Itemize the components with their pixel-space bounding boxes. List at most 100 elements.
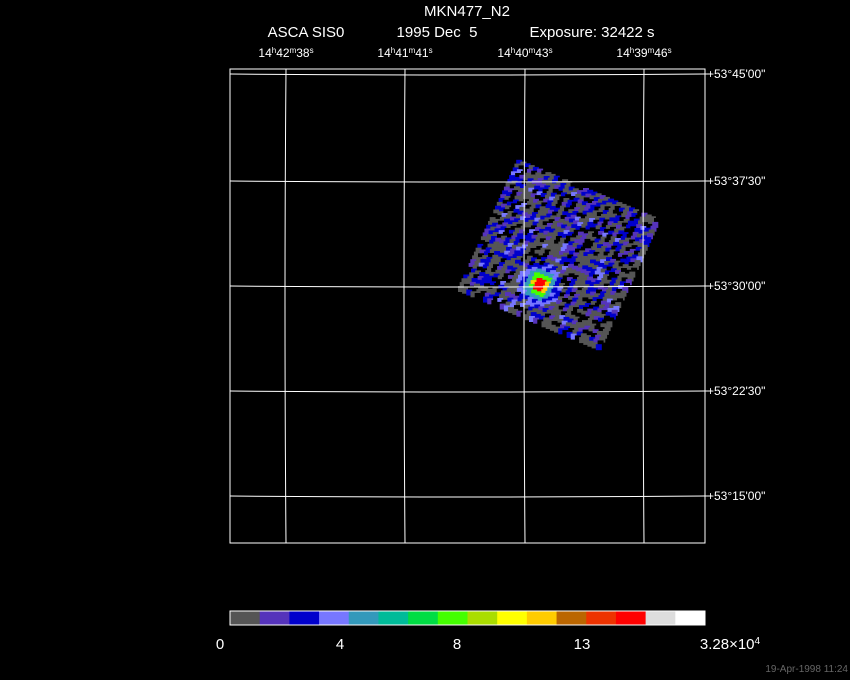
image-pixel: [497, 243, 504, 250]
image-pixel: [619, 249, 626, 256]
image-pixel: [572, 188, 579, 195]
image-pixel: [504, 218, 510, 225]
image-pixel: [580, 301, 587, 308]
image-pixel: [548, 219, 555, 226]
image-pixel: [593, 306, 600, 313]
image-pixel: [577, 199, 584, 206]
image-pixel: [580, 291, 586, 298]
image-pixel: [535, 227, 541, 234]
image-pixel: [606, 202, 613, 209]
image-pixel: [615, 215, 622, 222]
image-pixel: [628, 262, 635, 269]
image-pixel: [566, 213, 573, 219]
image-pixel: [543, 230, 550, 237]
image-pixel: [537, 210, 544, 217]
image-pixel: [516, 169, 523, 176]
image-pixel: [626, 266, 633, 272]
image-pixel: [622, 254, 629, 261]
image-pixel: [592, 297, 599, 304]
image-pixel: [643, 218, 650, 225]
image-pixel: [613, 306, 620, 312]
colorbar-label: 0: [216, 636, 224, 653]
image-pixel: [567, 231, 574, 238]
image-pixel: [596, 289, 603, 296]
image-pixel: [614, 228, 621, 235]
image-pixel: [500, 194, 507, 201]
image-pixel: [646, 223, 653, 230]
image-pixel: [623, 273, 630, 280]
image-pixel: [590, 323, 597, 330]
image-pixel: [588, 263, 595, 270]
colorbar-swatch: [615, 611, 647, 625]
image-pixel: [510, 226, 517, 232]
image-pixel: [516, 191, 523, 198]
image-pixel: [577, 276, 583, 283]
image-pixel: [585, 248, 592, 255]
image-pixel: [612, 255, 618, 262]
image-pixel: [603, 306, 610, 313]
image-pixel: [527, 201, 534, 207]
image-pixel: [554, 303, 561, 310]
ra-value: 46: [654, 46, 668, 60]
image-pixel: [541, 234, 548, 241]
image-pixel: [516, 159, 523, 166]
image-pixel: [558, 241, 565, 248]
image-pixel: [547, 296, 554, 303]
image-pixel: [566, 299, 573, 306]
image-pixel: [482, 255, 489, 262]
image-pixel: [503, 209, 510, 216]
image-pixel: [555, 194, 562, 201]
image-pixel: [554, 239, 561, 246]
image-pixel: [506, 288, 513, 295]
image-pixel: [606, 321, 613, 328]
image-pixel: [516, 223, 523, 230]
image-pixel: [514, 305, 520, 312]
image-pixel: [480, 258, 487, 265]
image-pixel: [587, 221, 594, 228]
instrument: ASCA SIS0: [268, 24, 345, 41]
image-pixel: [498, 230, 505, 237]
image-pixel: [599, 195, 606, 202]
image-pixel: [495, 205, 501, 212]
image-pixel: [462, 287, 469, 294]
image-pixel: [644, 227, 651, 234]
image-pixel: [592, 210, 599, 217]
image-pixel: [490, 281, 497, 288]
image-pixel: [469, 281, 476, 288]
image-pixel: [522, 244, 528, 251]
image-pixel: [478, 253, 484, 260]
image-pixel: [569, 260, 576, 267]
image-pixel: [532, 189, 539, 196]
image-pixel: [504, 282, 511, 289]
image-pixel: [565, 322, 572, 329]
image-pixel: [546, 309, 553, 316]
image-pixel: [573, 261, 580, 268]
image-pixel: [550, 247, 557, 254]
image-pixel: [626, 233, 633, 240]
image-pixel: [639, 239, 646, 246]
image-pixel: [553, 198, 560, 205]
image-pixel: [539, 228, 546, 235]
image-pixel: [594, 229, 600, 236]
image-pixel: [503, 186, 510, 193]
image-pixel: [487, 275, 494, 282]
image-pixel: [553, 262, 560, 269]
image-pixel: [568, 305, 575, 312]
image-pixel: [507, 233, 514, 240]
image-pixel: [605, 302, 612, 309]
image-pixel: [539, 293, 546, 299]
image-pixel: [537, 232, 544, 239]
image-pixel: [575, 312, 582, 319]
image-pixel: [578, 295, 585, 302]
image-pixel: [557, 232, 564, 239]
image-pixel: [574, 207, 581, 214]
image-pixel: [595, 280, 602, 287]
image-pixel: [505, 301, 512, 308]
image-pixel: [578, 305, 585, 312]
image-pixel: [488, 285, 495, 292]
image-pixel: [550, 302, 557, 309]
image-pixel: [517, 233, 524, 240]
image-pixel: [500, 281, 507, 287]
image-pixel: [564, 303, 571, 310]
image-pixel: [607, 253, 614, 260]
